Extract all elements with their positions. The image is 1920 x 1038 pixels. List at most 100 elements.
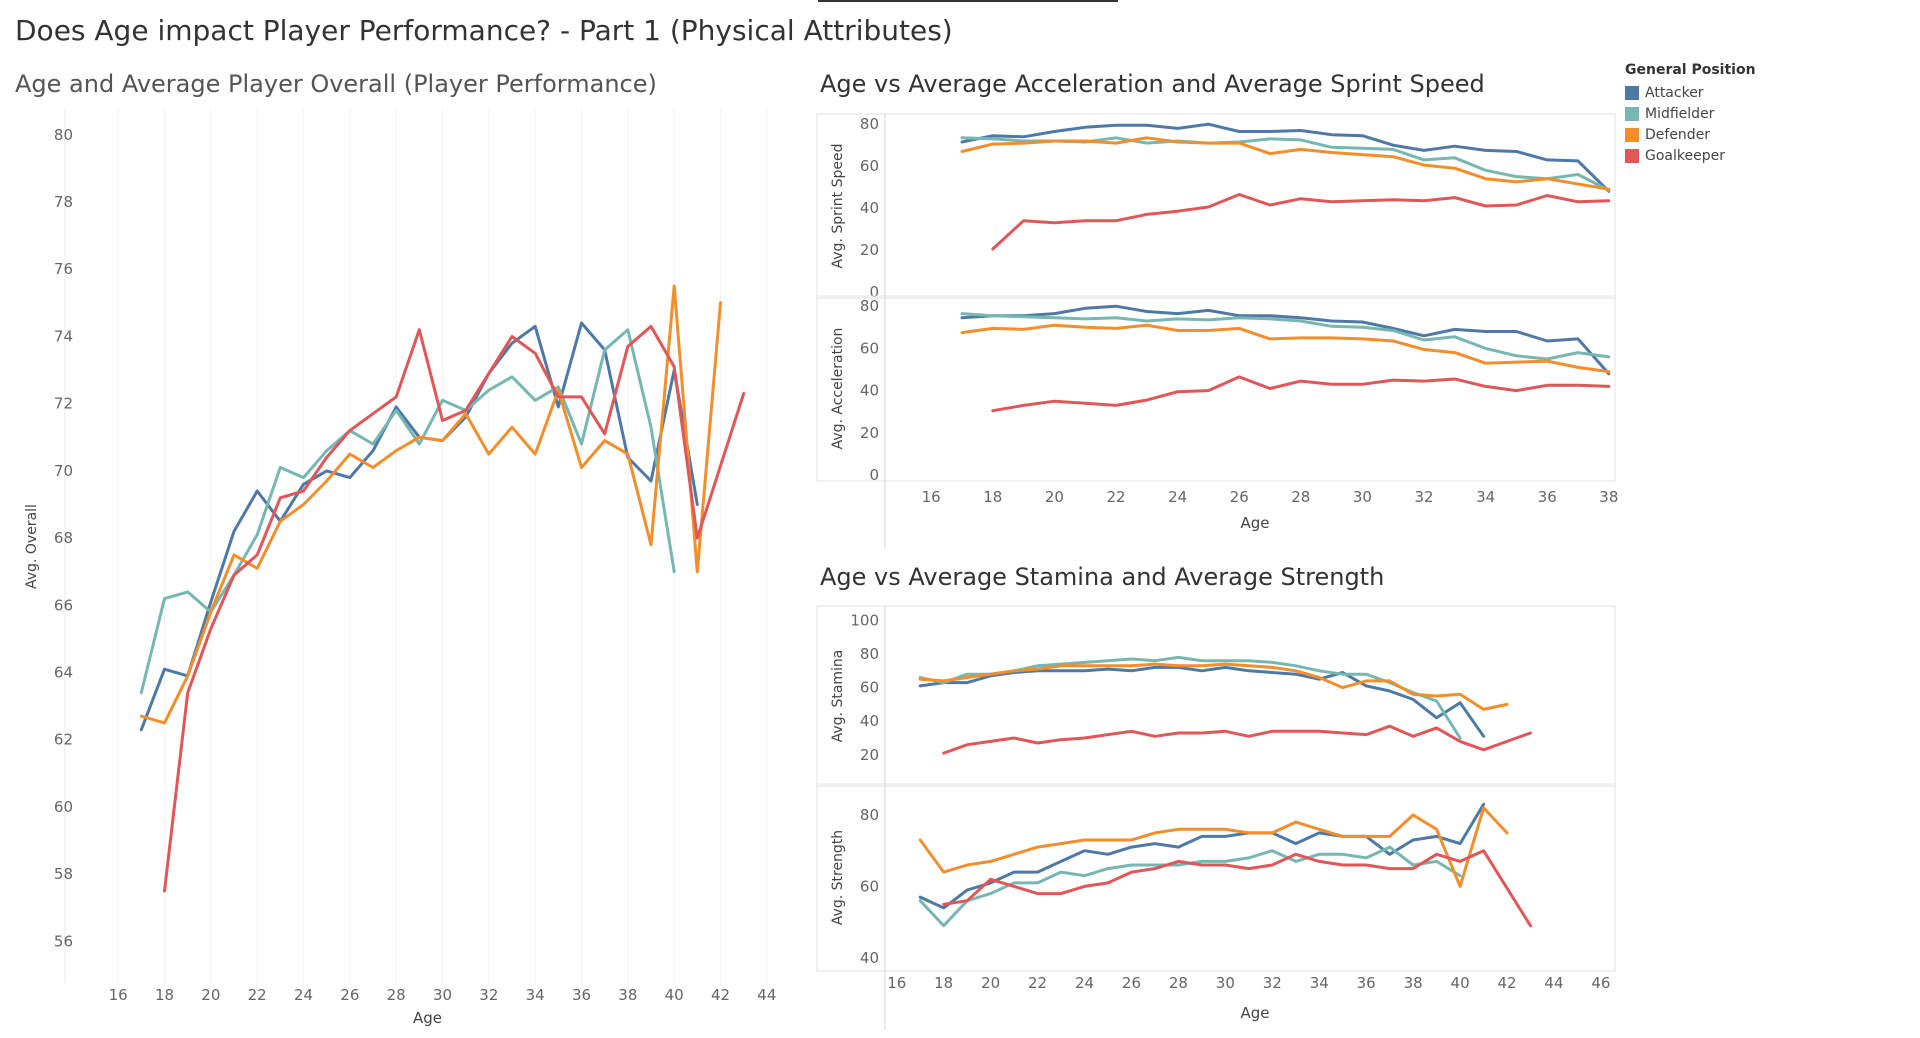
series-line-midfielder — [139, 328, 676, 695]
y-tick-label: 60 — [54, 798, 73, 816]
legend-title: General Position — [1625, 62, 1756, 78]
legend-label: Attacker — [1645, 84, 1704, 101]
legend-swatch — [1625, 106, 1639, 121]
page-title: Does Age impact Player Performance? - Pa… — [15, 14, 953, 47]
series-line-attacker — [918, 802, 1486, 910]
tab-indicator — [818, 0, 1118, 2]
legend-swatch — [1625, 85, 1639, 100]
x-tick-label: 32 — [1414, 488, 1433, 506]
y-tick-label: 68 — [54, 529, 73, 547]
series-line-goalkeeper — [991, 193, 1611, 251]
y-tick-label: 74 — [54, 327, 73, 345]
y-tick-label: 20 — [860, 241, 879, 259]
x-tick-label: 44 — [757, 986, 776, 1004]
x-tick-label: 38 — [618, 986, 637, 1004]
x-tick-label: 44 — [1544, 974, 1563, 992]
y-tick-label: 40 — [860, 712, 879, 730]
legend-swatch — [1625, 127, 1639, 142]
x-tick-label: 22 — [1106, 488, 1125, 506]
y-tick-label: 100 — [850, 611, 879, 629]
x-tick-label: 34 — [526, 986, 545, 1004]
legend-label: Midfielder — [1645, 105, 1715, 122]
series-line-defender — [918, 806, 1509, 888]
y-tick-label: 70 — [54, 462, 73, 480]
x-tick-label: 20 — [981, 974, 1000, 992]
legend-item-defender[interactable]: Defender — [1625, 124, 1756, 145]
x-tick-label: 24 — [1075, 974, 1094, 992]
y-tick-label: 40 — [860, 949, 879, 967]
legend-item-attacker[interactable]: Attacker — [1625, 82, 1756, 103]
sprint-speed-chart: 0 20 40 60 80 Avg. Sprint Speed — [816, 113, 1616, 301]
overall-chart-title: Age and Average Player Overall (Player P… — [15, 70, 657, 98]
x-tick-label: 32 — [479, 986, 498, 1004]
x-tick-label: 36 — [1357, 974, 1376, 992]
chart-frame — [816, 113, 1616, 299]
y-tick-label: 20 — [860, 746, 879, 764]
x-axis-label: Age — [1240, 1004, 1269, 1022]
series-line-attacker — [960, 122, 1611, 193]
x-tick-label: 36 — [572, 986, 591, 1004]
x-tick-label: 26 — [340, 986, 359, 1004]
series-line-defender — [960, 323, 1611, 374]
x-tick-label: 22 — [248, 986, 267, 1004]
y-axis-label: Avg. Stamina — [830, 650, 846, 743]
y-tick-label: 76 — [54, 260, 73, 278]
x-tick-label: 24 — [294, 986, 313, 1004]
x-tick-label: 30 — [433, 986, 452, 1004]
x-tick-label: 42 — [711, 986, 730, 1004]
x-tick-label: 22 — [1028, 974, 1047, 992]
x-tick-label: 18 — [155, 986, 174, 1004]
stamina-strength-chart-title: Age vs Average Stamina and Average Stren… — [820, 563, 1385, 591]
y-tick-label: 60 — [860, 339, 879, 357]
x-axis-label: Age — [1240, 514, 1269, 532]
y-axis-label: Avg. Overall — [24, 504, 40, 589]
y-tick-label: 0 — [869, 466, 879, 484]
y-tick-label: 58 — [54, 865, 73, 883]
y-tick-label: 60 — [860, 877, 879, 895]
series-line-defender — [918, 662, 1509, 711]
x-tick-label: 28 — [1169, 974, 1188, 992]
legend-label: Goalkeeper — [1645, 147, 1725, 164]
x-tick-label: 16 — [109, 986, 128, 1004]
series-line-defender — [139, 284, 722, 725]
x-tick-label: 28 — [387, 986, 406, 1004]
chart-frame — [816, 295, 1616, 482]
series-line-goalkeeper — [991, 375, 1611, 413]
series-line-attacker — [918, 665, 1486, 738]
series-line-goalkeeper — [942, 849, 1532, 928]
series-line-attacker — [139, 321, 699, 732]
y-tick-label: 40 — [860, 199, 879, 217]
y-tick-label: 72 — [54, 395, 73, 413]
x-tick-label: 46 — [1591, 974, 1610, 992]
legend-item-midfielder[interactable]: Midfielder — [1625, 103, 1756, 124]
y-tick-label: 80 — [860, 115, 879, 133]
x-tick-label: 26 — [1122, 974, 1141, 992]
x-tick-label: 28 — [1291, 488, 1310, 506]
y-tick-label: 80 — [860, 645, 879, 663]
x-tick-label: 20 — [1045, 488, 1064, 506]
y-tick-label: 66 — [54, 596, 73, 614]
y-tick-label: 60 — [860, 157, 879, 175]
y-tick-label: 80 — [54, 126, 73, 144]
x-tick-label: 18 — [983, 488, 1002, 506]
x-tick-label: 40 — [1451, 974, 1470, 992]
x-tick-label: 34 — [1310, 974, 1329, 992]
x-tick-label: 26 — [1230, 488, 1249, 506]
x-tick-label: 16 — [887, 974, 906, 992]
legend-label: Defender — [1645, 126, 1711, 143]
series-line-midfielder — [960, 312, 1611, 361]
x-tick-label: 30 — [1353, 488, 1372, 506]
y-axis-label: Avg. Acceleration — [830, 328, 846, 450]
accel-sprint-chart-title: Age vs Average Acceleration and Average … — [820, 70, 1485, 98]
chart-frame — [816, 605, 1616, 787]
legend: General Position Attacker Midfielder Def… — [1625, 62, 1756, 166]
acceleration-chart: 0 20 40 60 80 16 18 20 22 24 26 28 30 32 34 36 38 Age Avg.… — [816, 295, 1618, 548]
y-tick-label: 78 — [54, 193, 73, 211]
legend-item-goalkeeper[interactable]: Goalkeeper — [1625, 145, 1756, 166]
x-tick-label: 24 — [1168, 488, 1187, 506]
chart-frame — [816, 783, 1616, 972]
x-tick-label: 38 — [1599, 488, 1618, 506]
series-line-attacker — [960, 304, 1611, 376]
strength-chart: 40 60 80 16 18 20 22 24 26 28 30 32 34 36 38 40 42 44 46 Ag… — [816, 783, 1616, 1030]
